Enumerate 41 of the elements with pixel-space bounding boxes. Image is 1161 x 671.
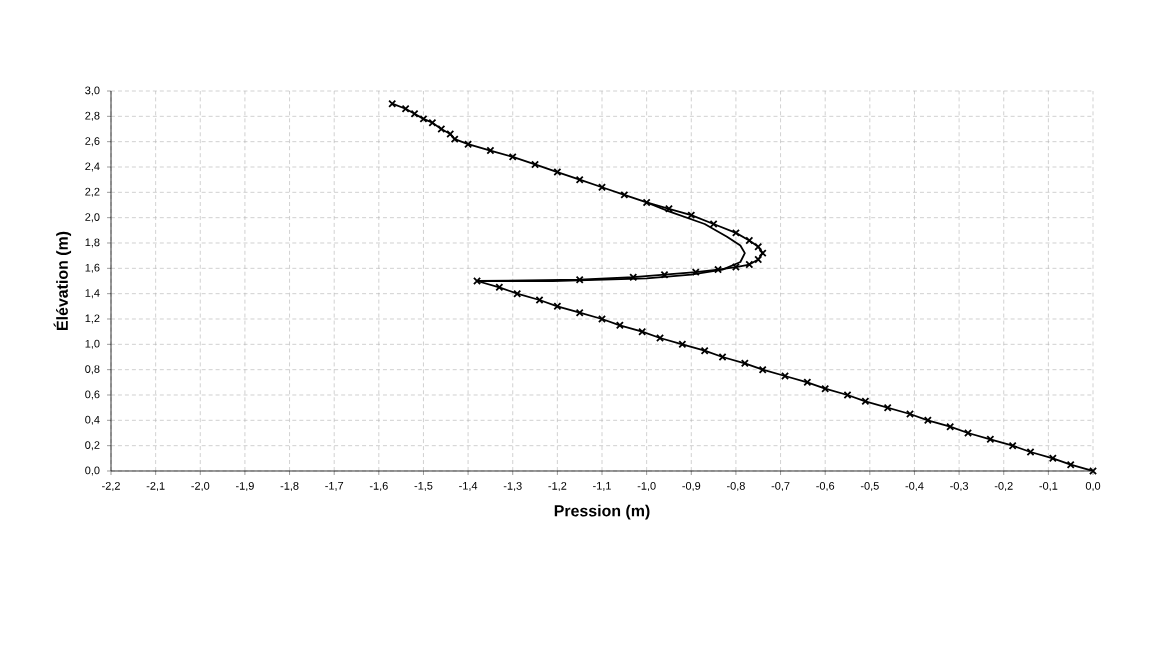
x-tick-label: -1,8 — [280, 482, 299, 492]
y-tick-label: 1,2 — [85, 314, 100, 324]
y-tick-label: 2,4 — [85, 162, 100, 172]
x-tick-label: -1,9 — [235, 482, 254, 492]
x-tick-label: -0,9 — [682, 482, 701, 492]
x-tick-label: -0,4 — [905, 482, 924, 492]
y-tick-label: 2,8 — [85, 111, 100, 121]
x-tick-label: -1,4 — [459, 482, 478, 491]
x-axis-title: Pression (m) — [554, 504, 650, 520]
x-tick-label: -0,7 — [771, 482, 790, 492]
x-tick-label: -1,3 — [503, 482, 522, 492]
x-tick-label: -1,7 — [325, 482, 344, 491]
y-tick-label: 1,6 — [85, 263, 100, 273]
x-tick-label: -1,6 — [369, 482, 388, 492]
x-tick-label: -2,1 — [146, 482, 165, 492]
y-axis-title: Élévation (m) — [53, 231, 72, 330]
x-tick-label: -1,2 — [548, 482, 567, 492]
y-tick-label: 1,0 — [85, 339, 100, 349]
x-tick-label: -1,5 — [414, 482, 433, 491]
x-tick-label: -0,6 — [816, 482, 835, 492]
y-tick-label: 2,2 — [85, 187, 100, 197]
y-tick-label: 1,8 — [85, 238, 100, 248]
x-tick-label: -1,1 — [593, 482, 611, 491]
y-tick-label: 0,8 — [85, 365, 100, 375]
y-tick-label: 0,4 — [85, 415, 100, 425]
x-tick-label: -0,3 — [950, 482, 969, 492]
x-tick-label: -2,2 — [102, 482, 120, 492]
x-tick-label: -0,2 — [994, 482, 1013, 492]
y-tick-label: 0,6 — [85, 390, 100, 400]
y-tick-label: 1,4 — [85, 289, 100, 299]
x-tick-label: 0,0 — [1085, 482, 1101, 492]
x-tick-label: -0,5 — [860, 482, 879, 492]
y-tick-label: 0,0 — [85, 466, 100, 476]
y-tick-label: 2,0 — [85, 213, 100, 223]
y-tick-label: 0,2 — [85, 441, 100, 451]
x-tick-label: -2,0 — [191, 482, 210, 492]
y-tick-label: 2,6 — [85, 137, 100, 147]
x-tick-label: -0,1 — [1039, 482, 1058, 492]
y-tick-label: 3,0 — [85, 86, 100, 96]
x-tick-label: -1,0 — [637, 482, 656, 492]
x-tick-label: -0,8 — [726, 482, 745, 492]
